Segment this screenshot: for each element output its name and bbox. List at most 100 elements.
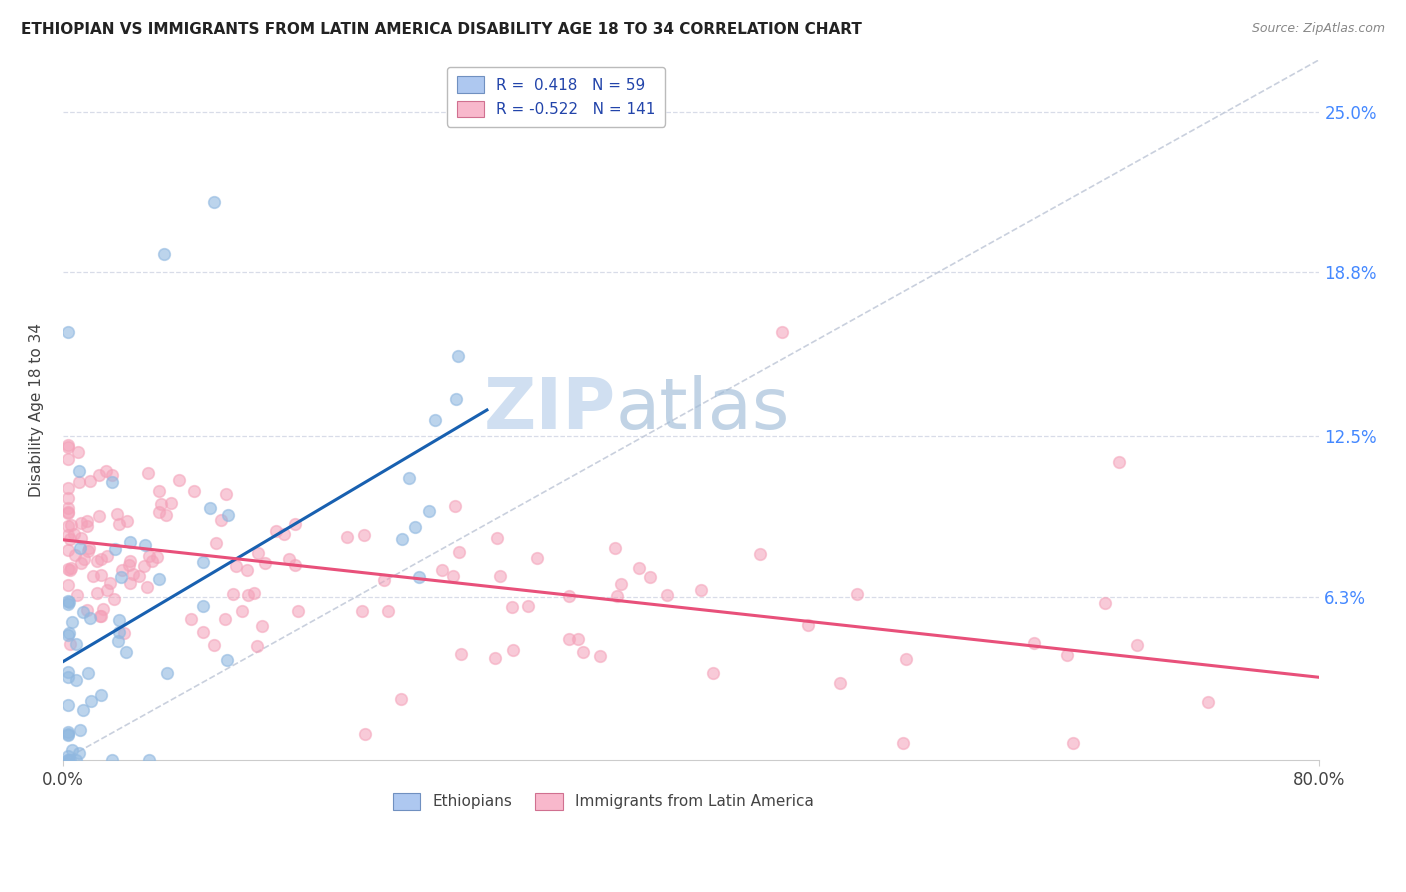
Point [56,753,79,767]
Point [215,487,238,501]
Point [589,648,612,663]
Point [425,412,447,426]
Point [558,589,581,603]
Point [640,570,662,584]
Point [156,666,179,681]
Point [120,554,142,568]
Point [250,618,273,632]
Point [56,665,79,679]
Point [89,467,111,482]
Point [404,520,426,534]
Point [450,647,472,661]
Point [148,484,170,499]
Point [828,675,851,690]
Point [148,572,170,586]
Point [1197,695,1219,709]
Point [202,638,225,652]
Point [193,555,215,569]
Point [56,593,79,607]
Point [501,599,523,614]
Point [108,624,131,639]
Point [72,605,94,619]
Point [1056,648,1078,662]
Point [354,727,377,741]
Point [180,612,202,626]
Point [69,723,91,737]
Point [391,532,413,546]
Point [72,703,94,717]
Point [56,325,79,339]
Point [896,651,918,665]
Legend: Ethiopians, Immigrants from Latin America: Ethiopians, Immigrants from Latin Americ… [387,787,820,816]
Point [214,612,236,626]
Point [277,551,299,566]
Point [90,552,112,566]
Point [120,535,142,549]
Point [107,633,129,648]
Point [353,528,375,542]
Point [62,526,84,541]
Point [56,578,79,592]
Point [204,536,226,550]
Point [82,569,104,583]
Point [572,645,595,659]
Point [96,582,118,597]
Point [502,643,524,657]
Point [89,609,111,624]
Point [231,605,253,619]
Point [56,597,79,611]
Point [149,497,172,511]
Point [107,613,129,627]
Point [770,325,793,339]
Point [80,693,103,707]
Point [516,599,538,613]
Point [141,554,163,568]
Point [1022,636,1045,650]
Point [108,516,131,531]
Point [98,576,121,591]
Point [69,516,91,531]
Point [65,588,87,602]
Point [389,691,412,706]
Point [59,518,82,533]
Y-axis label: Disability Age 18 to 34: Disability Age 18 to 34 [30,323,44,497]
Point [243,586,266,600]
Point [86,586,108,600]
Point [1126,638,1149,652]
Point [65,548,87,562]
Point [90,609,112,624]
Point [558,632,581,646]
Point [56,670,79,684]
Point [67,445,90,459]
Point [236,589,259,603]
Point [610,577,633,591]
Point [567,632,589,646]
Point [485,531,508,545]
Point [79,474,101,488]
Point [689,582,711,597]
Point [105,507,128,521]
Point [253,556,276,570]
Point [136,580,159,594]
Point [797,617,820,632]
Point [77,541,100,555]
Point [56,727,79,741]
Point [56,562,79,576]
Point [67,464,90,478]
Point [110,563,132,577]
Point [86,554,108,568]
Point [449,544,471,558]
Point [96,464,118,478]
Point [76,514,98,528]
Point [56,519,79,533]
Point [59,561,82,575]
Point [58,563,80,577]
Point [891,736,914,750]
Point [1094,596,1116,610]
Point [89,508,111,523]
Point [69,541,91,555]
Point [273,526,295,541]
Point [138,753,160,767]
Point [56,452,79,467]
Point [56,543,79,558]
